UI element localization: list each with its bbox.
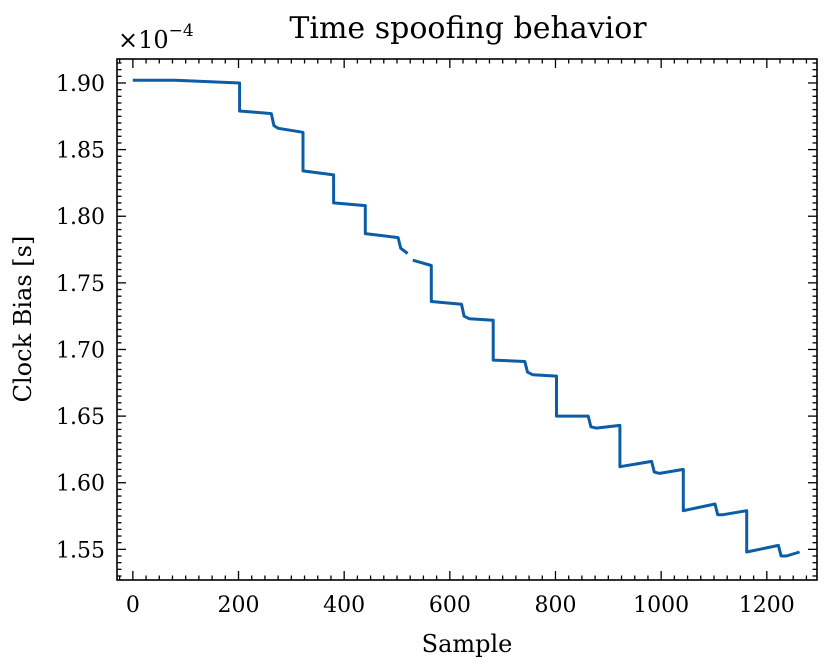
series-line <box>412 258 801 558</box>
plot-frame <box>116 58 818 581</box>
series-line <box>132 78 409 255</box>
y-tick-label: 1.70 <box>56 338 105 363</box>
y-multiplier-exponent: −4 <box>169 21 194 41</box>
x-tick-label: 200 <box>218 593 260 618</box>
x-tick-label: 800 <box>534 593 576 618</box>
x-tick-label: 0 <box>126 593 140 618</box>
y-multiplier-base: ×10 <box>118 26 169 54</box>
x-tick-label: 1200 <box>739 593 795 618</box>
y-axis-label: Clock Bias [s] <box>9 236 37 403</box>
y-tick-label: 1.55 <box>56 538 105 563</box>
y-tick-label: 1.75 <box>56 272 105 297</box>
y-tick-label: 1.60 <box>56 472 105 497</box>
plot-series <box>132 78 801 558</box>
x-axis-label: Sample <box>422 630 513 658</box>
x-tick-label: 400 <box>323 593 365 618</box>
x-tick-label: 600 <box>429 593 471 618</box>
major-ticks <box>117 59 817 580</box>
y-tick-label: 1.90 <box>56 72 105 97</box>
chart-title: Time spoofing behavior <box>289 11 647 46</box>
y-multiplier: ×10−4 <box>118 21 194 54</box>
y-tick-label: 1.80 <box>56 205 105 230</box>
y-tick-label: 1.85 <box>56 139 105 164</box>
x-tick-label: 1000 <box>633 593 689 618</box>
minor-ticks <box>117 59 817 580</box>
y-tick-label: 1.65 <box>56 405 105 430</box>
